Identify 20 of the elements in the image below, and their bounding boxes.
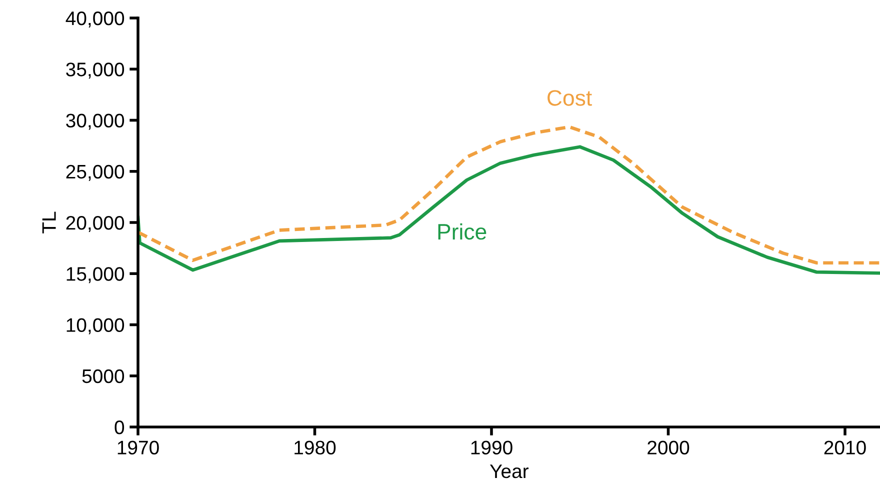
series-label: Price: [438, 223, 486, 240]
y-tick-label: 0: [114, 420, 124, 434]
y-tick-label: 15,000: [66, 267, 124, 284]
y-tick-label: 10,000: [66, 318, 124, 334]
line-series: [138, 125, 880, 265]
x-axis-title: Year: [490, 464, 529, 478]
y-axis-title: TL: [42, 212, 56, 234]
y-tick-label: 5000: [82, 369, 124, 384]
line-series: [138, 145, 880, 275]
y-tick-label: 25,000: [66, 164, 124, 181]
x-tick-label: 2010: [824, 440, 866, 454]
x-tick-label: 2000: [648, 440, 690, 454]
x-tick-label: 1990: [471, 440, 512, 454]
x-tick-label: 1970: [118, 440, 159, 454]
y-tick-label: 20,000: [66, 216, 124, 232]
y-tick-label: 40,000: [66, 11, 124, 28]
y-tick-label: 35,000: [66, 62, 124, 79]
series-label: Cost: [548, 90, 592, 106]
y-tick-label: 30,000: [66, 114, 124, 130]
x-tick-label: 1980: [294, 440, 336, 454]
